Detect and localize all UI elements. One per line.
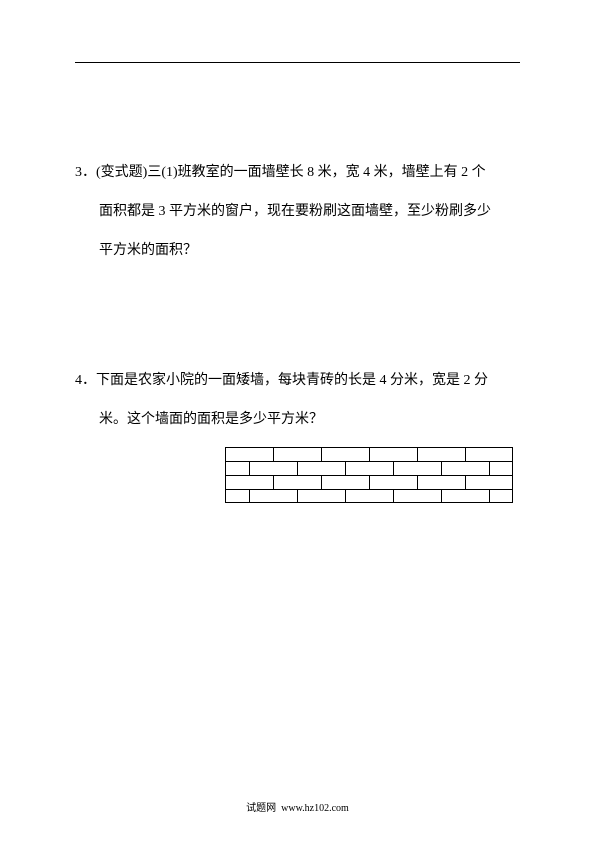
footer-url: www.hz102.com — [281, 803, 349, 814]
footer-label: 试题网 — [246, 803, 276, 814]
problem-4-line1: 下面是农家小院的一面矮墙，每块青砖的长是 4 分米，宽是 2 分 — [96, 373, 488, 388]
problem-3-line1: (变式题)三(1)班教室的一面墙壁长 8 米，宽 4 米，墙壁上有 2 个 — [96, 165, 486, 180]
problem-3-number: 3． — [75, 165, 96, 180]
problem-3-line2: 面积都是 3 平方米的窗户，现在要粉刷这面墙壁，至少粉刷多少 — [75, 192, 520, 231]
brick-wall-diagram — [225, 447, 520, 503]
brick-wall-svg — [225, 447, 513, 503]
top-horizontal-rule — [75, 62, 520, 63]
problem-4-body: 4．下面是农家小院的一面矮墙，每块青砖的长是 4 分米，宽是 2 分 米。这个墙… — [75, 361, 520, 439]
problem-4-number: 4． — [75, 373, 96, 388]
page-content: 3．(变式题)三(1)班教室的一面墙壁长 8 米，宽 4 米，墙壁上有 2 个 … — [0, 0, 595, 503]
problem-4: 4．下面是农家小院的一面矮墙，每块青砖的长是 4 分米，宽是 2 分 米。这个墙… — [75, 361, 520, 503]
problem-3-body: 3．(变式题)三(1)班教室的一面墙壁长 8 米，宽 4 米，墙壁上有 2 个 … — [75, 153, 520, 271]
problem-3: 3．(变式题)三(1)班教室的一面墙壁长 8 米，宽 4 米，墙壁上有 2 个 … — [75, 153, 520, 271]
problem-3-line3: 平方米的面积？ — [75, 231, 520, 270]
problem-4-line2: 米。这个墙面的面积是多少平方米？ — [75, 400, 520, 439]
page-footer: 试题网 www.hz102.com — [0, 799, 595, 814]
